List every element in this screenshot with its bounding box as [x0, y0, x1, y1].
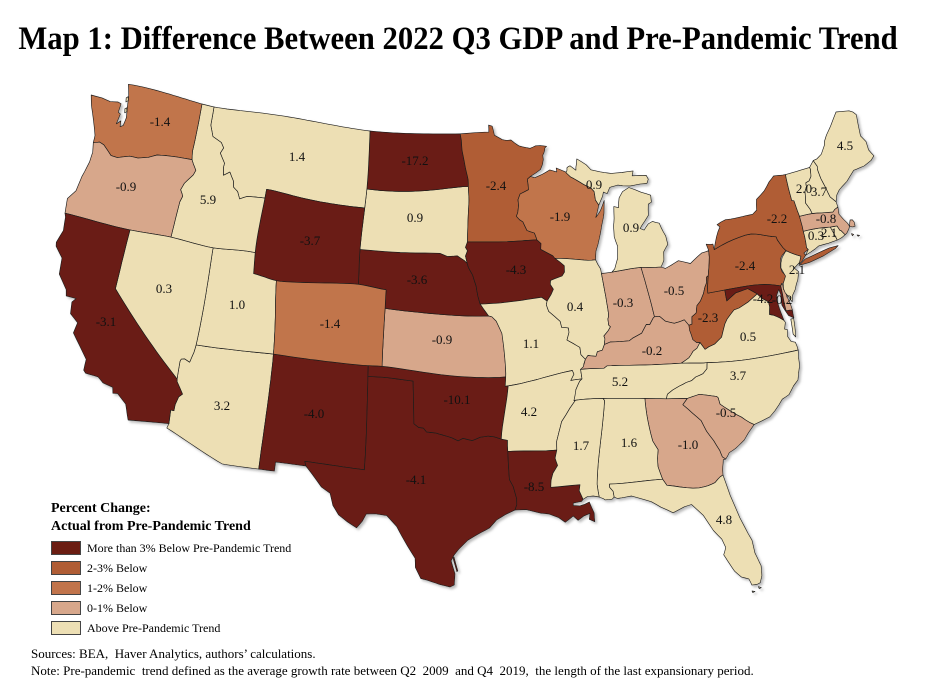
- svg-text:0.3: 0.3: [156, 281, 172, 296]
- svg-text:-4.2: -4.2: [753, 291, 774, 306]
- svg-text:3.2: 3.2: [214, 398, 230, 413]
- svg-text:-4.1: -4.1: [406, 472, 427, 487]
- svg-text:3.7: 3.7: [811, 184, 828, 199]
- svg-text:1.0: 1.0: [229, 297, 245, 312]
- svg-text:-2.2: -2.2: [767, 211, 788, 226]
- svg-text:2.1: 2.1: [821, 225, 837, 240]
- svg-text:-10.1: -10.1: [443, 392, 470, 407]
- svg-text:-0.2: -0.2: [772, 292, 793, 307]
- svg-text:-0.3: -0.3: [613, 295, 634, 310]
- svg-text:2.1: 2.1: [789, 262, 805, 277]
- svg-text:3.7: 3.7: [730, 368, 747, 383]
- svg-text:0.9: 0.9: [586, 177, 602, 192]
- svg-text:-0.5: -0.5: [716, 405, 737, 420]
- svg-text:-2.4: -2.4: [486, 178, 507, 193]
- svg-text:-1.4: -1.4: [150, 114, 171, 129]
- svg-text:0.5: 0.5: [740, 329, 756, 344]
- svg-text:-0.2: -0.2: [642, 343, 663, 358]
- svg-text:4.2: 4.2: [521, 404, 537, 419]
- svg-text:-3.1: -3.1: [96, 314, 117, 329]
- svg-text:2.0: 2.0: [796, 181, 812, 196]
- svg-text:1.7: 1.7: [573, 438, 590, 453]
- svg-text:4.5: 4.5: [837, 138, 853, 153]
- svg-text:1.6: 1.6: [621, 435, 638, 450]
- svg-text:0.4: 0.4: [567, 299, 584, 314]
- svg-text:-2.3: -2.3: [698, 310, 719, 325]
- svg-text:-1.0: -1.0: [678, 437, 699, 452]
- svg-text:0.9: 0.9: [623, 220, 639, 235]
- svg-text:5.2: 5.2: [612, 374, 628, 389]
- svg-text:-1.9: -1.9: [550, 209, 571, 224]
- svg-text:-17.2: -17.2: [401, 153, 428, 168]
- svg-text:-4.0: -4.0: [304, 406, 325, 421]
- svg-text:-3.6: -3.6: [407, 272, 428, 287]
- svg-text:0.9: 0.9: [407, 210, 423, 225]
- svg-text:1.1: 1.1: [523, 336, 539, 351]
- svg-text:-3.7: -3.7: [300, 233, 321, 248]
- svg-text:-2.4: -2.4: [735, 258, 756, 273]
- svg-text:-8.5: -8.5: [524, 479, 545, 494]
- svg-text:-0.5: -0.5: [664, 283, 685, 298]
- svg-text:5.9: 5.9: [200, 192, 216, 207]
- svg-text:-4.3: -4.3: [506, 262, 527, 277]
- svg-text:1.4: 1.4: [289, 149, 306, 164]
- svg-text:-1.4: -1.4: [320, 316, 341, 331]
- svg-text:0.3: 0.3: [808, 228, 824, 243]
- svg-text:-0.9: -0.9: [116, 179, 137, 194]
- svg-text:-0.8: -0.8: [816, 211, 837, 226]
- svg-text:-0.9: -0.9: [432, 332, 453, 347]
- svg-text:4.8: 4.8: [716, 512, 732, 527]
